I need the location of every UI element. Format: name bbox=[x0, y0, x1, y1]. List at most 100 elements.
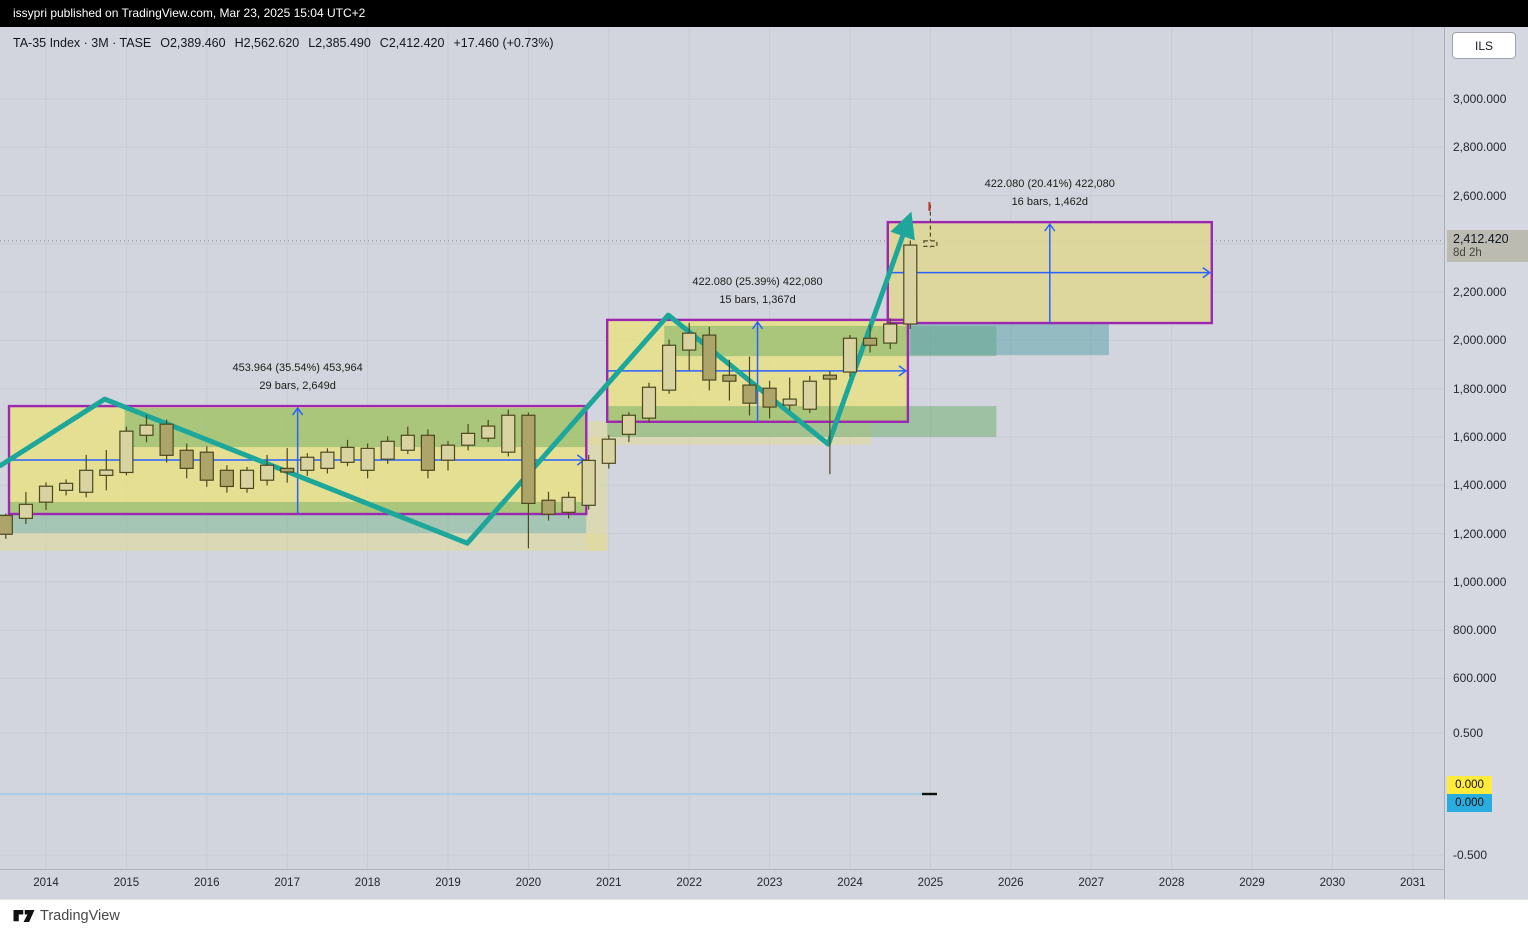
footer-bar: TradingView bbox=[0, 899, 1528, 931]
candle[interactable] bbox=[280, 448, 295, 483]
candle-body bbox=[742, 384, 757, 404]
candle[interactable] bbox=[481, 419, 496, 443]
candle-body bbox=[340, 446, 355, 463]
candle-body bbox=[360, 447, 375, 471]
candle[interactable] bbox=[38, 482, 54, 510]
tradingview-logo-icon[interactable] bbox=[12, 905, 36, 927]
candle-body bbox=[159, 423, 174, 456]
candle[interactable] bbox=[159, 419, 174, 463]
candle[interactable] bbox=[18, 492, 33, 524]
time-axis[interactable]: 2014 2015 2016 2017 2018 2019 2020 2021 2022 2023… bbox=[0, 869, 1444, 899]
candle[interactable] bbox=[99, 450, 114, 491]
candle[interactable] bbox=[58, 479, 74, 496]
candle[interactable] bbox=[179, 443, 194, 479]
candle[interactable] bbox=[641, 382, 657, 423]
year-label: 2030 bbox=[1319, 877, 1346, 889]
candle-body bbox=[541, 499, 556, 515]
candle[interactable] bbox=[661, 339, 677, 394]
candle[interactable] bbox=[199, 446, 214, 487]
arrow-up-head bbox=[1044, 222, 1056, 232]
candle[interactable] bbox=[742, 356, 757, 416]
candle-body bbox=[621, 414, 637, 435]
ohlc-change: +17.460 (+0.73%) bbox=[453, 36, 554, 50]
candle-body bbox=[561, 496, 576, 513]
candle[interactable] bbox=[320, 448, 335, 474]
candle[interactable] bbox=[862, 324, 878, 353]
candle[interactable] bbox=[139, 415, 154, 443]
bar-countdown: 8d 2h bbox=[1453, 247, 1482, 259]
candle-body bbox=[641, 386, 657, 419]
year-label: 2029 bbox=[1239, 877, 1265, 889]
candle[interactable] bbox=[219, 465, 234, 493]
candle[interactable] bbox=[702, 326, 717, 391]
candle[interactable] bbox=[501, 409, 516, 457]
measure-label-range: 422.080 (20.41%) 422,080 bbox=[985, 178, 1115, 190]
currency-button[interactable]: ILS bbox=[1452, 32, 1516, 59]
candle[interactable] bbox=[621, 412, 637, 443]
price-tick-label: 1,200.000 bbox=[1453, 526, 1507, 541]
candle[interactable] bbox=[842, 334, 858, 377]
measure-label-bars: 29 bars, 2,649d bbox=[259, 380, 335, 392]
candle[interactable] bbox=[340, 439, 355, 467]
chart-canvas[interactable]: 453.964 (35.54%) 453,964 29 bars, 2,649d 4… bbox=[0, 27, 1444, 869]
candle[interactable] bbox=[461, 423, 476, 451]
candle-body bbox=[903, 244, 918, 325]
zone-green[interactable] bbox=[124, 408, 587, 448]
candle-body bbox=[380, 440, 395, 460]
candle[interactable] bbox=[400, 426, 415, 455]
candle[interactable] bbox=[79, 454, 94, 498]
candle[interactable] bbox=[0, 513, 13, 539]
candle-forming[interactable] bbox=[923, 204, 938, 248]
candle-body bbox=[501, 414, 516, 453]
candle[interactable] bbox=[581, 454, 596, 510]
candle[interactable] bbox=[119, 426, 134, 476]
publisher-bar: issypri published on TradingView.com, Ma… bbox=[0, 0, 1528, 27]
zone-mint[interactable] bbox=[0, 514, 587, 534]
candle[interactable] bbox=[239, 466, 255, 493]
tradingview-brand-text[interactable]: TradingView bbox=[40, 908, 120, 924]
candle[interactable] bbox=[802, 375, 817, 414]
candle[interactable] bbox=[360, 443, 375, 479]
candle[interactable] bbox=[420, 429, 435, 479]
candle[interactable] bbox=[380, 436, 395, 464]
zone-pale[interactable] bbox=[0, 533, 608, 551]
symbol-title[interactable]: TA-35 Index · 3M · TASE bbox=[13, 36, 152, 50]
candle[interactable] bbox=[300, 453, 315, 476]
candles bbox=[0, 204, 938, 549]
candle[interactable] bbox=[260, 454, 275, 486]
zigzag-trend-line[interactable] bbox=[0, 211, 915, 546]
candle[interactable] bbox=[782, 377, 797, 411]
candle[interactable] bbox=[903, 240, 918, 329]
candle[interactable] bbox=[440, 441, 456, 471]
candle-body bbox=[440, 444, 456, 461]
candle[interactable] bbox=[521, 412, 536, 549]
candle-body bbox=[280, 467, 295, 473]
candle-body bbox=[923, 240, 938, 247]
candle[interactable] bbox=[601, 435, 616, 469]
zone-pale[interactable] bbox=[588, 421, 871, 445]
measure-label-bars: 16 bars, 1,462d bbox=[1012, 196, 1088, 208]
candle-body bbox=[58, 482, 74, 491]
zone-tealband[interactable] bbox=[910, 323, 1109, 356]
indicator-label-blue[interactable]: 0.000 bbox=[1447, 794, 1492, 812]
candle-body bbox=[260, 464, 275, 481]
candle[interactable] bbox=[762, 380, 777, 419]
indicator-label-blue-text: 0.000 bbox=[1455, 797, 1484, 809]
candle[interactable] bbox=[561, 491, 576, 519]
year-label: 2031 bbox=[1400, 877, 1426, 889]
candle[interactable] bbox=[541, 491, 556, 521]
year-label: 2025 bbox=[917, 877, 944, 889]
candle-body bbox=[862, 337, 878, 346]
price-scale[interactable]: ILS 3,000.0002,800.0002,600.0002,400.000… bbox=[1444, 27, 1528, 899]
candle[interactable] bbox=[822, 371, 838, 475]
candle[interactable] bbox=[722, 359, 737, 401]
measure-box[interactable]: 422.080 (25.39%) 422,080 15 bars, 1,367d bbox=[605, 276, 910, 423]
arrow-right-head bbox=[898, 365, 908, 377]
grid bbox=[0, 27, 1444, 869]
last-price-label[interactable]: 2,412.420 8d 2h bbox=[1447, 230, 1528, 262]
indicator-label-yellow[interactable]: 0.000 bbox=[1447, 776, 1492, 794]
candle[interactable] bbox=[883, 318, 898, 350]
candle[interactable] bbox=[682, 322, 697, 371]
symbol-header[interactable]: TA-35 Index · 3M · TASE O2,389.460 H2,56… bbox=[13, 34, 554, 52]
